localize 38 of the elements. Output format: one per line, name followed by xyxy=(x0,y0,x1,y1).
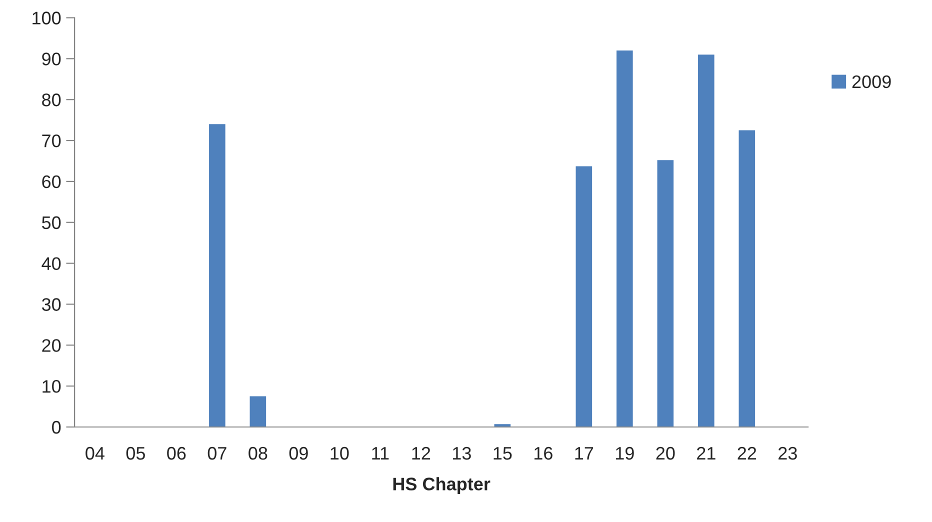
bar xyxy=(209,124,226,427)
y-tick-label: 90 xyxy=(42,52,61,66)
legend-label: 2009 xyxy=(852,75,891,88)
x-tick-label: 21 xyxy=(697,446,716,460)
y-tick-label: 80 xyxy=(42,94,61,106)
x-tick-label: 07 xyxy=(208,446,226,460)
bar xyxy=(657,160,674,427)
y-tick-label: 30 xyxy=(42,298,61,311)
y-tick-label: 70 xyxy=(42,134,61,148)
x-tick-label: 12 xyxy=(412,446,430,460)
bar xyxy=(738,130,756,427)
y-tick-label: 60 xyxy=(42,175,61,188)
y-tick-label: 10 xyxy=(42,380,61,393)
x-tick-label: 11 xyxy=(372,447,389,460)
y-tick-label: 50 xyxy=(42,216,61,230)
y-tick-label: 20 xyxy=(42,339,61,352)
x-tick-label: 19 xyxy=(616,446,634,460)
y-tick-label: 100 xyxy=(32,12,61,24)
x-tick-label: 13 xyxy=(453,446,471,460)
bar xyxy=(576,166,592,427)
x-tick-label: 20 xyxy=(656,446,675,460)
y-tick-label: 0 xyxy=(52,420,61,434)
x-tick-label: 16 xyxy=(534,446,552,460)
x-tick-label: 08 xyxy=(248,446,268,460)
bar xyxy=(616,50,633,427)
x-tick-label: 05 xyxy=(126,446,145,460)
y-tick-label: 40 xyxy=(42,257,61,270)
x-tick-label: 09 xyxy=(289,446,308,460)
x-tick-label: 04 xyxy=(86,446,104,460)
x-tick-label: 06 xyxy=(167,446,186,460)
x-tick-label: 17 xyxy=(575,447,594,460)
x-tick-label: 23 xyxy=(778,446,797,460)
x-axis-title: HS Chapter xyxy=(393,477,490,494)
x-tick-label: 10 xyxy=(330,446,349,460)
bar xyxy=(250,396,266,427)
x-tick-label: 22 xyxy=(738,446,756,460)
x-tick-label: 15 xyxy=(494,447,512,460)
bar xyxy=(698,54,714,427)
